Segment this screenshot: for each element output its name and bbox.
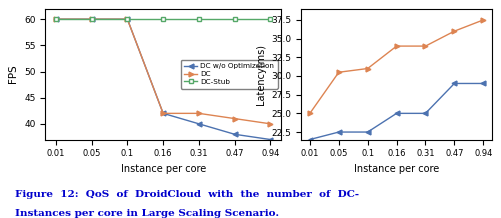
DC-Stub bbox=[267, 18, 273, 20]
DC bbox=[160, 112, 166, 115]
DC w/o Optimization bbox=[267, 138, 273, 141]
DC bbox=[124, 18, 130, 20]
DC w/o Optimization bbox=[160, 112, 166, 115]
DC bbox=[267, 123, 273, 125]
Line: DC: DC bbox=[54, 17, 272, 126]
X-axis label: Instance per core: Instance per core bbox=[120, 164, 205, 174]
DC bbox=[231, 117, 237, 120]
DC-Stub bbox=[89, 18, 95, 20]
Legend: DC w/o Optimization, DC, DC-Stub: DC w/o Optimization, DC, DC-Stub bbox=[180, 60, 277, 89]
DC-Stub bbox=[124, 18, 130, 20]
DC w/o Optimization bbox=[53, 18, 59, 20]
DC w/o Optimization bbox=[231, 133, 237, 136]
DC w/o Optimization bbox=[195, 123, 201, 125]
DC bbox=[53, 18, 59, 20]
Line: DC-Stub: DC-Stub bbox=[54, 17, 272, 22]
Y-axis label: Latency(ms): Latency(ms) bbox=[256, 44, 265, 105]
DC bbox=[89, 18, 95, 20]
Text: Figure  12:  QoS  of  DroidCloud  with  the  number  of  DC-: Figure 12: QoS of DroidCloud with the nu… bbox=[15, 190, 359, 199]
DC-Stub bbox=[53, 18, 59, 20]
Text: Instances per core in Large Scaling Scenario.: Instances per core in Large Scaling Scen… bbox=[15, 209, 279, 218]
DC-Stub bbox=[195, 18, 201, 20]
DC w/o Optimization bbox=[89, 18, 95, 20]
X-axis label: Instance per core: Instance per core bbox=[353, 164, 438, 174]
DC-Stub bbox=[160, 18, 166, 20]
Y-axis label: FPS: FPS bbox=[9, 65, 19, 83]
Line: DC w/o Optimization: DC w/o Optimization bbox=[54, 17, 272, 142]
DC w/o Optimization bbox=[124, 18, 130, 20]
DC bbox=[195, 112, 201, 115]
DC-Stub bbox=[231, 18, 237, 20]
